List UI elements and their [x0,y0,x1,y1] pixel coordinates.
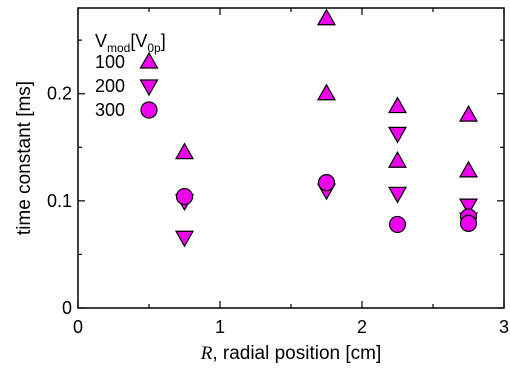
x-axis-label: R, radial position [cm] [200,343,382,364]
y-tick-label: 0.1 [47,191,72,211]
data-point-300 [317,174,336,192]
x-tick-label: 0 [73,317,83,337]
data-point-200 [458,198,479,216]
data-points [174,8,479,248]
plot-frame [77,7,505,309]
y-axis-label: time constant [ms] [14,81,35,235]
legend-label-100: 100 [95,52,125,72]
data-point-200 [387,186,408,204]
data-point-300 [388,215,407,234]
axis-ticks [77,8,505,309]
x-tick-label: 3 [499,317,509,337]
data-point-200 [174,230,195,248]
legend-marker-100 [139,51,159,69]
y-tick-label: 0 [62,298,72,318]
data-point-100 [316,83,337,101]
data-point-100 [458,104,479,122]
legend-label-300: 300 [95,100,125,120]
legend-marker-200 [139,79,159,97]
data-point-100 [316,8,337,26]
legend-markers [139,51,159,119]
legend: Vmod[V0p] 100 200 300 [95,31,166,120]
tick-labels: 0 1 2 3 0 0.1 0.2 [47,84,509,337]
legend-title: Vmod[V0p] [95,31,166,55]
data-point-100 [458,160,479,178]
data-point-300 [175,187,194,206]
data-point-300 [459,214,478,232]
data-point-200 [387,126,408,144]
data-point-100 [387,96,408,114]
x-tick-label: 2 [357,317,367,337]
data-point-100 [387,150,408,168]
data-point-100 [174,142,195,160]
x-tick-label: 1 [215,317,225,337]
legend-label-200: 200 [95,76,125,96]
y-tick-label: 0.2 [47,84,72,104]
legend-marker-300 [140,101,158,119]
